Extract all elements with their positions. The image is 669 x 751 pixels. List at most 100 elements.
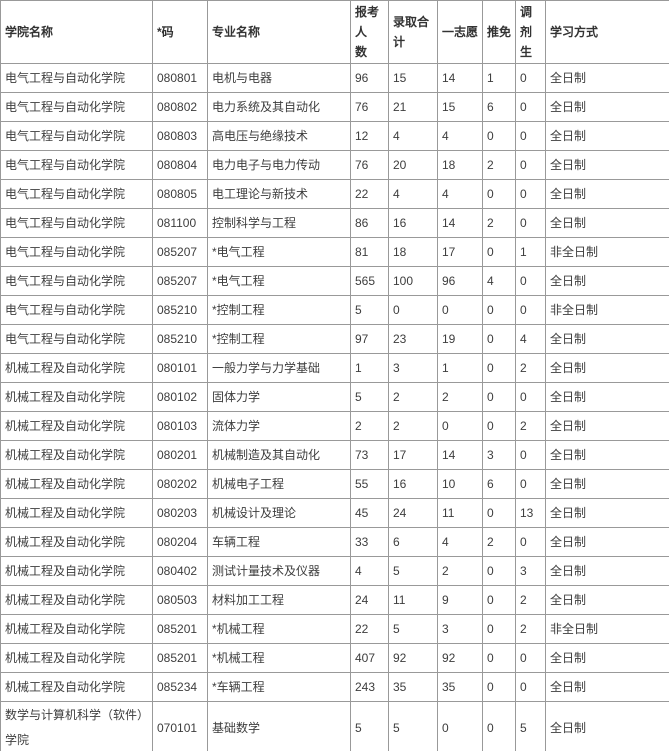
cell-college: 机械工程及自动化学院 xyxy=(0,353,153,383)
cell-admitted: 4 xyxy=(388,179,438,209)
cell-applicants: 5 xyxy=(350,382,389,412)
cell-applicants: 76 xyxy=(350,150,389,180)
cell-mode: 非全日制 xyxy=(545,614,669,644)
cell-first_choice: 96 xyxy=(437,266,483,296)
cell-code: 080101 xyxy=(152,353,208,383)
cell-major: 测试计量技术及仪器 xyxy=(207,556,351,586)
cell-code: 085201 xyxy=(152,643,208,673)
table-row: 机械工程及自动化学院 080202 机械电子工程 55 16 10 6 0 全日制 xyxy=(0,469,669,499)
cell-admitted: 2 xyxy=(388,382,438,412)
cell-code: 085210 xyxy=(152,324,208,354)
cell-code: 070101 xyxy=(152,701,208,751)
cell-major: 高电压与绝缘技术 xyxy=(207,121,351,151)
cell-applicants: 22 xyxy=(350,614,389,644)
cell-major: 基础数学 xyxy=(207,701,351,751)
table-row: 机械工程及自动化学院 080201 机械制造及其自动化 73 17 14 3 0 全日制 xyxy=(0,440,669,470)
cell-applicants: 24 xyxy=(350,585,389,615)
col-header-applicants: 报考人 数 xyxy=(350,0,389,64)
cell-admitted: 2 xyxy=(388,411,438,441)
cell-admitted: 18 xyxy=(388,237,438,267)
col-header-exempt: 推免 xyxy=(482,0,516,64)
cell-first_choice: 19 xyxy=(437,324,483,354)
cell-major: *车辆工程 xyxy=(207,672,351,702)
cell-college: 电气工程与自动化学院 xyxy=(0,63,153,93)
cell-adjusted: 2 xyxy=(515,585,546,615)
cell-admitted: 3 xyxy=(388,353,438,383)
cell-admitted: 24 xyxy=(388,498,438,528)
cell-exempt: 0 xyxy=(482,672,516,702)
table-body: 电气工程与自动化学院 080801 电机与电器 96 15 14 1 0 全日制 电气工程与自动化… xyxy=(0,63,669,751)
cell-college: 机械工程及自动化学院 xyxy=(0,672,153,702)
cell-mode: 全日制 xyxy=(545,411,669,441)
table-row: 机械工程及自动化学院 080402 测试计量技术及仪器 4 5 2 0 3 全日制 xyxy=(0,556,669,586)
cell-admitted: 23 xyxy=(388,324,438,354)
table-row: 机械工程及自动化学院 080103 流体力学 2 2 0 0 2 全日制 xyxy=(0,411,669,441)
cell-admitted: 15 xyxy=(388,63,438,93)
cell-college: 机械工程及自动化学院 xyxy=(0,411,153,441)
table-row: 电气工程与自动化学院 085207 *电气工程 565 100 96 4 0 全日制 xyxy=(0,266,669,296)
cell-major: 电力电子与电力传动 xyxy=(207,150,351,180)
cell-applicants: 86 xyxy=(350,208,389,238)
cell-first_choice: 92 xyxy=(437,643,483,673)
cell-major: *控制工程 xyxy=(207,324,351,354)
cell-first_choice: 15 xyxy=(437,92,483,122)
cell-first_choice: 0 xyxy=(437,295,483,325)
cell-adjusted: 0 xyxy=(515,643,546,673)
cell-mode: 全日制 xyxy=(545,266,669,296)
table-row: 电气工程与自动化学院 081100 控制科学与工程 86 16 14 2 0 全日制 xyxy=(0,208,669,238)
col-header-college: 学院名称 xyxy=(0,0,153,64)
cell-exempt: 0 xyxy=(482,556,516,586)
cell-exempt: 0 xyxy=(482,643,516,673)
cell-admitted: 5 xyxy=(388,614,438,644)
cell-major: *电气工程 xyxy=(207,237,351,267)
table-row: 机械工程及自动化学院 080503 材料加工工程 24 11 9 0 2 全日制 xyxy=(0,585,669,615)
cell-applicants: 81 xyxy=(350,237,389,267)
cell-applicants: 33 xyxy=(350,527,389,557)
cell-first_choice: 4 xyxy=(437,179,483,209)
cell-applicants: 55 xyxy=(350,469,389,499)
cell-mode: 全日制 xyxy=(545,701,669,751)
cell-adjusted: 3 xyxy=(515,556,546,586)
cell-exempt: 6 xyxy=(482,92,516,122)
cell-major: 机械制造及其自动化 xyxy=(207,440,351,470)
cell-college: 机械工程及自动化学院 xyxy=(0,469,153,499)
cell-admitted: 16 xyxy=(388,208,438,238)
cell-adjusted: 0 xyxy=(515,179,546,209)
cell-major: 固体力学 xyxy=(207,382,351,412)
cell-code: 085207 xyxy=(152,266,208,296)
cell-applicants: 2 xyxy=(350,411,389,441)
cell-major: 机械电子工程 xyxy=(207,469,351,499)
cell-mode: 非全日制 xyxy=(545,237,669,267)
cell-exempt: 2 xyxy=(482,527,516,557)
col-header-mode: 学习方式 xyxy=(545,0,669,64)
cell-college: 电气工程与自动化学院 xyxy=(0,237,153,267)
cell-first_choice: 14 xyxy=(437,440,483,470)
cell-first_choice: 2 xyxy=(437,382,483,412)
cell-exempt: 0 xyxy=(482,237,516,267)
cell-mode: 全日制 xyxy=(545,498,669,528)
cell-applicants: 73 xyxy=(350,440,389,470)
cell-adjusted: 1 xyxy=(515,237,546,267)
cell-college: 机械工程及自动化学院 xyxy=(0,585,153,615)
cell-major: 材料加工工程 xyxy=(207,585,351,615)
cell-exempt: 2 xyxy=(482,150,516,180)
cell-code: 080201 xyxy=(152,440,208,470)
cell-adjusted: 2 xyxy=(515,614,546,644)
col-header-adjusted: 调剂 生 xyxy=(515,0,546,64)
cell-adjusted: 0 xyxy=(515,527,546,557)
table-row: 电气工程与自动化学院 080801 电机与电器 96 15 14 1 0 全日制 xyxy=(0,63,669,93)
table-row: 机械工程及自动化学院 085201 *机械工程 22 5 3 0 2 非全日制 xyxy=(0,614,669,644)
table-row: 机械工程及自动化学院 080101 一般力学与力学基础 1 3 1 0 2 全日制 xyxy=(0,353,669,383)
cell-college: 电气工程与自动化学院 xyxy=(0,150,153,180)
cell-adjusted: 0 xyxy=(515,295,546,325)
cell-applicants: 96 xyxy=(350,63,389,93)
cell-applicants: 5 xyxy=(350,701,389,751)
table-row: 电气工程与自动化学院 080803 高电压与绝缘技术 12 4 4 0 0 全日制 xyxy=(0,121,669,151)
cell-college: 机械工程及自动化学院 xyxy=(0,527,153,557)
cell-college: 电气工程与自动化学院 xyxy=(0,295,153,325)
cell-applicants: 5 xyxy=(350,295,389,325)
cell-exempt: 0 xyxy=(482,498,516,528)
cell-first_choice: 18 xyxy=(437,150,483,180)
cell-code: 080503 xyxy=(152,585,208,615)
